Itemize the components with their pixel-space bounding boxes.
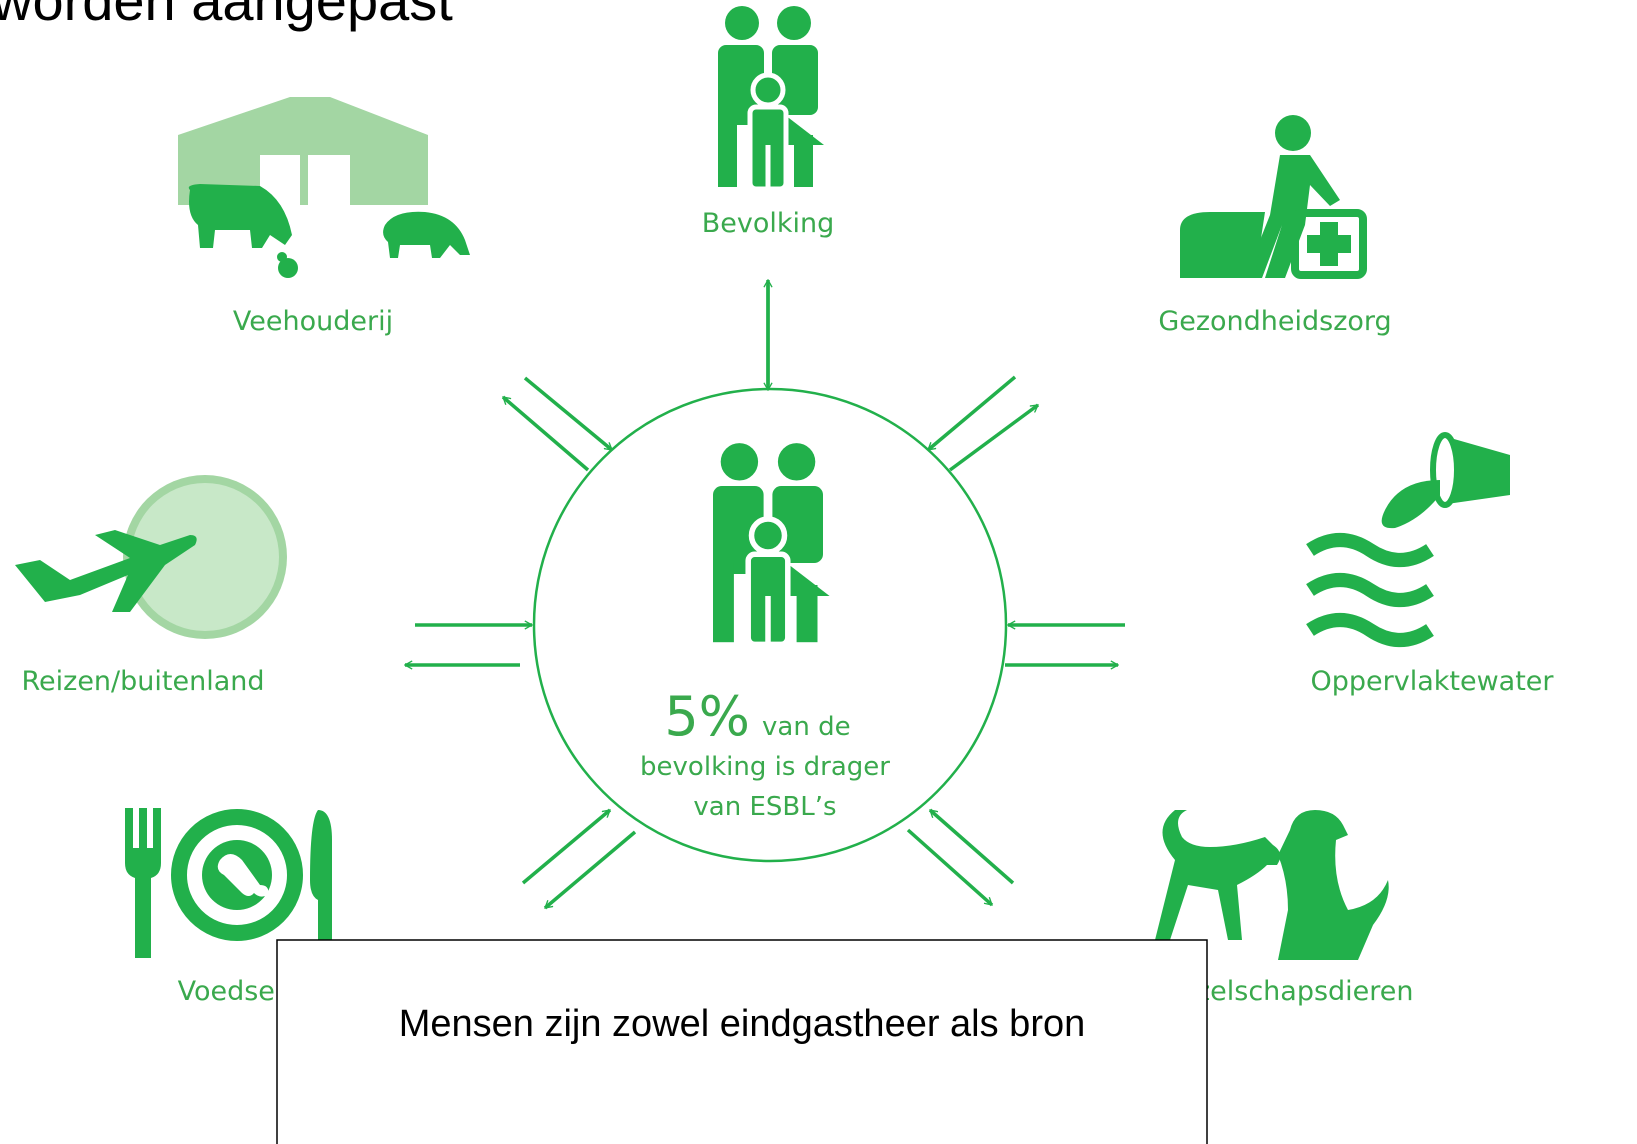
food-icon (125, 808, 332, 958)
node-label: Reizen/buitenland (21, 666, 264, 697)
node-label: Veehouderij (233, 306, 393, 337)
node-label: Gezondheidszorg (1158, 306, 1391, 337)
livestock-icon (178, 97, 470, 278)
callout-text: Mensen zijn zowel eindgastheer als bron (399, 1003, 1086, 1045)
pets-icon (1155, 810, 1389, 960)
center-text: van ESBL’s (693, 792, 836, 822)
center-text: van de (762, 712, 851, 742)
surface-water-icon (1310, 435, 1510, 640)
healthcare-icon (1180, 115, 1363, 278)
node-label: Oppervlaktewater (1310, 666, 1554, 697)
node-label: Voedsel (178, 976, 283, 1007)
diagram: worden aangepast Bevolking Veehouderij G… (0, 0, 1637, 1144)
title: worden aangepast (0, 0, 453, 32)
population-icon (718, 6, 824, 189)
node-label: Bevolking (702, 208, 835, 239)
travel-icon (15, 475, 287, 639)
center-family-icon (713, 443, 830, 644)
center-percent: 5% (664, 685, 750, 748)
center-text: bevolking is drager (640, 752, 890, 782)
